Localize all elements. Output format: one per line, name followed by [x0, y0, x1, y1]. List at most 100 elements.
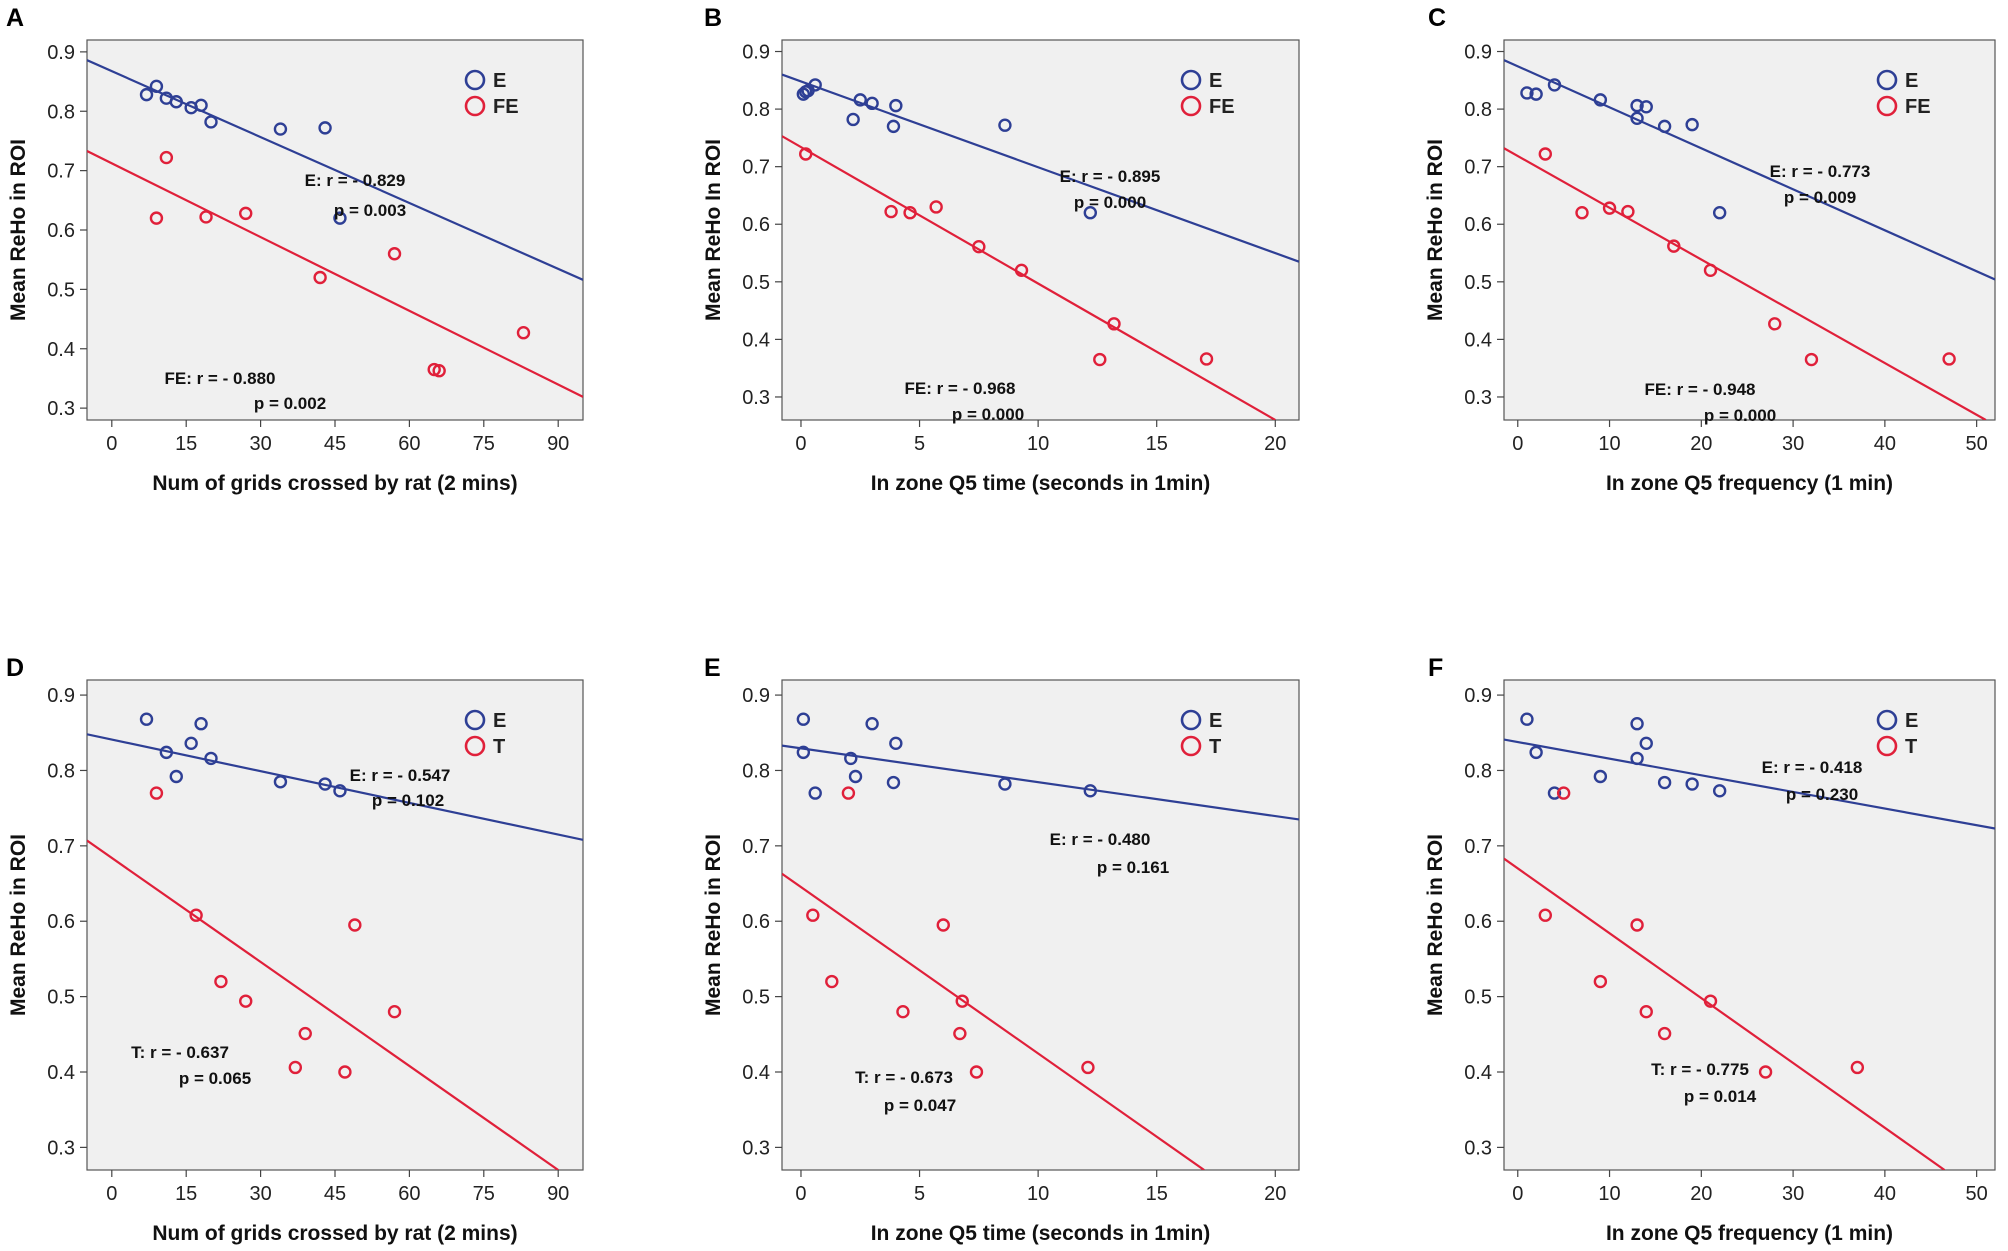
data-point: [1083, 206, 1098, 220]
y-tick-label: 0.3: [742, 1137, 770, 1159]
y-tick-label: 0.6: [742, 214, 770, 236]
series-fe: FE FE: r = - 0.968 p = 0.000: [782, 95, 1276, 424]
data-point: [1520, 712, 1534, 726]
legend-marker: [1180, 709, 1202, 731]
data-point: [886, 119, 901, 134]
legend-label: T: [1209, 736, 1221, 758]
data-point: [149, 211, 164, 225]
data-point: [318, 777, 332, 791]
data-point: [273, 122, 288, 136]
panel-letter: C: [1428, 4, 1446, 32]
series-fe: FE FE: r = - 0.948 p = 0.000: [1504, 95, 1987, 425]
x-tick-label: 60: [398, 433, 420, 455]
data-point: [139, 87, 154, 102]
y-tick-label: 0.3: [47, 398, 75, 420]
data-point: [204, 751, 218, 766]
panel-b: B 0 5 10 15 20 0.3 0.4 0.5 0.6 0.7 0.8 0.9 In zone Q5…: [702, 4, 1300, 495]
data-point: [194, 98, 208, 113]
legend-marker: [1876, 709, 1898, 731]
data-point: [998, 118, 1012, 132]
data-point: [903, 206, 917, 220]
data-point: [1538, 147, 1552, 161]
x-tick-label: 0: [106, 433, 117, 455]
panel-letter: D: [6, 654, 24, 682]
y-tick-label: 0.9: [47, 685, 75, 707]
p-value: p = 0.003: [334, 201, 406, 220]
legend-marker: [464, 95, 486, 117]
data-point: [1630, 111, 1644, 126]
x-tick-label: 90: [547, 433, 569, 455]
data-point: [1630, 751, 1644, 766]
y-tick-label: 0.4: [47, 339, 75, 361]
fit-line: [1504, 738, 1995, 830]
data-point: [1529, 87, 1543, 101]
data-point: [239, 206, 253, 221]
series-e: E E: r = - 0.418 p = 0.230: [1504, 709, 1995, 830]
correlation-stat: FE: r = - 0.880: [164, 369, 275, 388]
series-e: E E: r = - 0.829 p = 0.003: [87, 59, 583, 281]
y-tick-label: 0.4: [742, 329, 770, 351]
y-tick-label: 0.3: [1464, 387, 1492, 409]
data-point: [796, 712, 811, 726]
data-point: [1630, 717, 1644, 731]
data-point: [348, 918, 362, 932]
correlation-stat: E: r = - 0.773: [1770, 162, 1871, 181]
panel-a: A 0 15 30 45 60 75 90 0.3 0.4 0.5 0.6 0.7 0.8 0.9 Num o…: [6, 4, 584, 495]
data-point: [848, 769, 863, 784]
panel-c: C 0 10 20 30 40 50 0.3 0.4 0.5 0.6 0.7 0.8 0.9 In zone…: [1424, 4, 1996, 495]
y-tick-label: 0.4: [47, 1062, 75, 1084]
data-point: [796, 745, 811, 760]
y-tick-label: 0.8: [742, 760, 770, 782]
legend-marker: [464, 735, 486, 757]
series-t: T T: r = - 0.775 p = 0.014: [1504, 735, 1946, 1170]
y-tick-label: 0.7: [47, 836, 75, 858]
panel-f: F 0 10 20 30 40 50 0.3 0.4 0.5 0.6 0.7 0.8 0.9 In zone…: [1424, 654, 1996, 1245]
data-point: [184, 736, 198, 751]
data-point: [516, 326, 531, 340]
y-tick-label: 0.9: [1464, 685, 1492, 707]
legend-marker: [1876, 95, 1898, 117]
y-tick-label: 0.4: [742, 1062, 770, 1084]
legend-label: E: [1209, 710, 1222, 732]
data-point: [1602, 201, 1617, 215]
data-point: [149, 786, 164, 800]
data-point: [889, 98, 903, 113]
y-tick-label: 0.8: [1464, 99, 1492, 121]
y-tick-label: 0.3: [47, 1137, 75, 1159]
x-tick-label: 15: [175, 433, 197, 455]
y-tick-label: 0.5: [47, 987, 75, 1009]
data-point: [1712, 206, 1727, 220]
data-point: [149, 79, 164, 94]
data-point: [333, 784, 347, 798]
data-point: [969, 1065, 984, 1079]
x-tick-label: 40: [1874, 1183, 1896, 1205]
data-point: [865, 96, 879, 111]
data-point: [1758, 1065, 1773, 1079]
data-point: [953, 1026, 967, 1041]
x-tick-label: 20: [1690, 433, 1712, 455]
data-point: [1083, 784, 1098, 798]
data-point: [1804, 352, 1819, 367]
legend-label: E: [493, 710, 506, 732]
x-tick-label: 50: [1966, 433, 1988, 455]
data-point: [387, 1004, 402, 1019]
x-tick-label: 0: [795, 1183, 806, 1205]
x-tick-label: 20: [1264, 433, 1286, 455]
p-value: p = 0.161: [1097, 858, 1169, 877]
x-tick-label: 15: [1146, 433, 1168, 455]
y-tick-label: 0.3: [1464, 1137, 1492, 1159]
p-value: p = 0.047: [884, 1096, 956, 1115]
y-tick-label: 0.4: [1464, 329, 1492, 351]
p-value: p = 0.000: [1074, 193, 1146, 212]
x-tick-label: 0: [106, 1183, 117, 1205]
data-point: [896, 1004, 910, 1019]
p-value: p = 0.102: [372, 791, 444, 810]
x-tick-label: 75: [473, 433, 495, 455]
x-axis-label: Num of grids crossed by rat (2 mins): [152, 1222, 517, 1245]
data-point: [844, 751, 858, 766]
panel-d: D 0 15 30 45 60 75 90 0.3 0.4 0.5 0.6 0.7 0.8 0.9 Num o…: [6, 654, 584, 1245]
data-point: [1703, 994, 1718, 1008]
x-axis-label: In zone Q5 time (seconds in 1min): [871, 1222, 1211, 1245]
data-point: [169, 95, 183, 109]
fit-line: [87, 59, 583, 281]
